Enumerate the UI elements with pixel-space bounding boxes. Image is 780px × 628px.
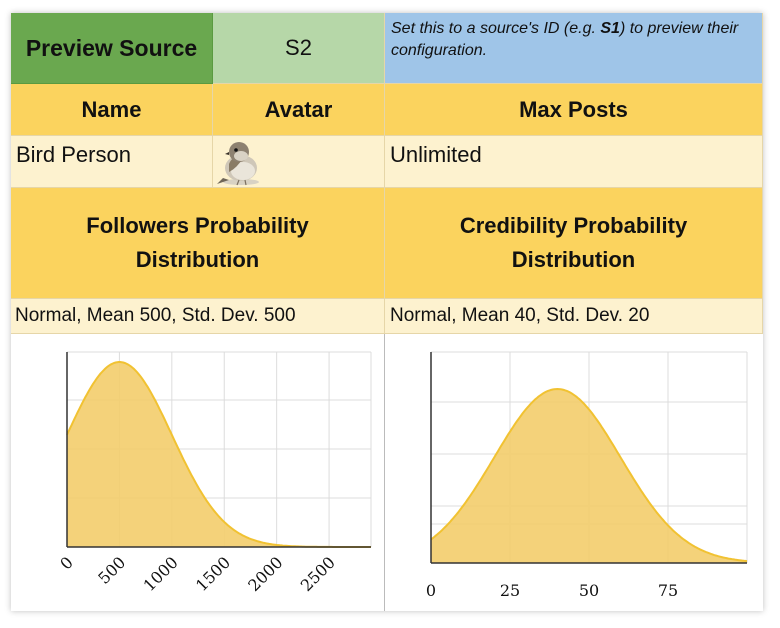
preview-source-label-text: Preview Source — [25, 34, 198, 61]
followers-distribution-value: Normal, Mean 500, Std. Dev. 500 — [11, 299, 385, 334]
column-header-name: Name — [11, 84, 213, 136]
preview-note-example-id: S1 — [600, 20, 620, 37]
distribution-area — [67, 362, 371, 547]
followers-distribution-header: Followers Probability Distribution — [11, 188, 385, 299]
x-tick-label: 1000 — [139, 553, 181, 595]
preview-source-value: S2 — [285, 35, 312, 60]
preview-sheet: Preview Source S2 Set this to a source's… — [11, 13, 763, 611]
x-tick-label: 0 — [56, 553, 77, 574]
credibility-distribution-header: Credibility Probability Distribution — [385, 188, 763, 299]
credibility-chart-cell: 0 25 50 75 — [385, 334, 763, 611]
preview-source-input[interactable]: S2 — [213, 13, 385, 84]
source-name-cell: Bird Person — [11, 136, 213, 188]
preview-note-text: Set this to a source's ID (e.g. S1) to p… — [391, 20, 739, 59]
source-avatar-cell — [213, 136, 385, 188]
source-name: Bird Person — [16, 142, 131, 167]
followers-chart-cell: 0 500 1000 1500 2000 2500 — [11, 334, 385, 611]
credibility-distribution-chart: 0 25 50 75 — [426, 351, 748, 600]
x-tick-label: 25 — [500, 581, 520, 600]
followers-distribution-chart: 0 500 1000 1500 2000 2500 — [56, 351, 372, 595]
preview-source-note: Set this to a source's ID (e.g. S1) to p… — [385, 13, 763, 84]
x-tick-label: 1500 — [192, 553, 234, 595]
x-tick-label: 0 — [426, 581, 436, 600]
preview-source-label: Preview Source — [11, 13, 213, 84]
bird-avatar-icon — [217, 142, 259, 186]
x-tick-label: 50 — [579, 581, 599, 600]
distribution-area — [431, 389, 747, 563]
column-header-avatar: Avatar — [213, 84, 385, 136]
credibility-distribution-value: Normal, Mean 40, Std. Dev. 20 — [385, 299, 763, 334]
x-tick-label: 500 — [94, 553, 129, 588]
x-tick-label: 2500 — [297, 553, 339, 595]
column-header-max-posts: Max Posts — [385, 84, 763, 136]
x-tick-label: 2000 — [244, 553, 286, 595]
source-max-posts: Unlimited — [390, 142, 482, 167]
x-tick-label: 75 — [658, 581, 678, 600]
source-max-posts-cell: Unlimited — [385, 136, 763, 188]
distribution-curve — [430, 387, 748, 563]
